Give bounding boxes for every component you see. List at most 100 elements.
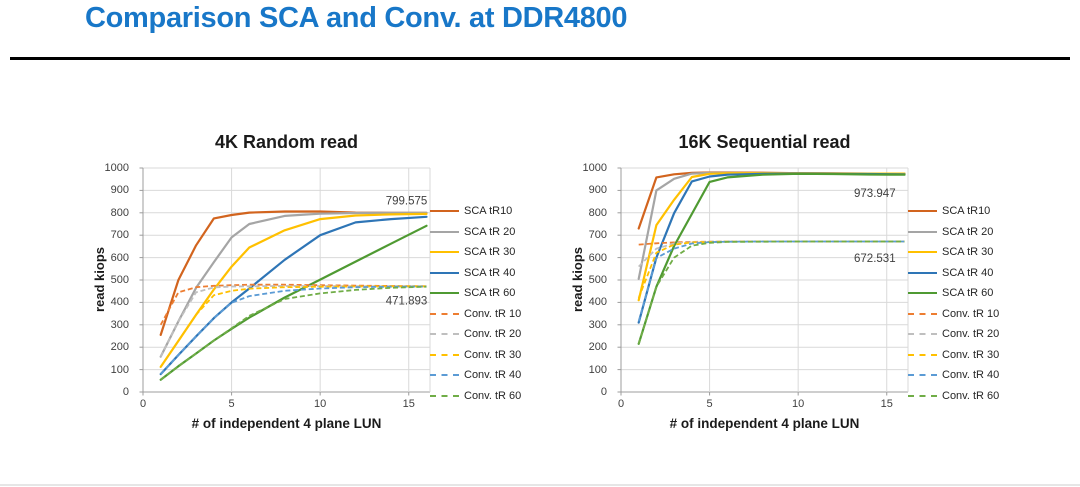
y-axis-ticks: 0 100 200 300 400 500 600 700 800 900 1000 (563, 162, 615, 398)
chart-title: 4K Random read (214, 132, 359, 152)
x-tick-label: 15 (880, 398, 893, 410)
series-line-sca-tr-20 (159, 211, 428, 358)
data-label: 471.893 (386, 296, 428, 308)
legend-line-sample (908, 374, 937, 377)
legend-item-sca-tr-60: SCA tR 60 (430, 283, 521, 304)
legend-item-conv-tr-40: Conv. tR 40 (908, 365, 999, 386)
legend-line-sample (430, 333, 459, 336)
x-axis-title: # of independent 4 plane LUN (191, 416, 382, 431)
legend-line-sample (430, 394, 459, 397)
legend-label: Conv. tR 60 (942, 389, 1000, 402)
y-tick-label: 0 (122, 386, 129, 398)
legend-label: Conv. tR 30 (464, 348, 522, 361)
data-label: 973.947 (854, 188, 896, 200)
y-tick-label: 200 (110, 341, 129, 354)
legend: SCA tR10 SCA tR 20 SCA tR 30 SCA tR 40 SCA t… (908, 201, 999, 406)
y-tick-label: 100 (588, 363, 607, 376)
y-tick-label: 100 (110, 363, 129, 376)
legend-label: SCA tR 40 (942, 266, 994, 279)
legend-item-conv-tr-30: Conv. tR 30 (430, 345, 521, 366)
legend-label: Conv. tR 40 (942, 369, 1000, 382)
legend-item-sca-tr-40: SCA tR 40 (908, 263, 999, 284)
legend-label: SCA tR 40 (464, 266, 516, 279)
y-tick-label: 300 (110, 318, 129, 331)
chart-title: 16K Sequential read (678, 132, 851, 152)
legend-item-sca-tr-30: SCA tR 30 (908, 242, 999, 263)
y-tick-label: 200 (588, 341, 607, 354)
legend-line-sample (908, 394, 937, 397)
y-tick-label: 600 (588, 251, 607, 264)
legend-line-sample (430, 353, 459, 356)
x-tick-label: 0 (617, 398, 625, 410)
x-tick-label: 10 (314, 398, 327, 410)
y-tick-label: 500 (110, 274, 129, 286)
series-line-conv-tr-30 (637, 240, 905, 299)
y-tick-label: 700 (110, 229, 129, 242)
bottom-rule (0, 484, 1080, 486)
legend-item-sca-tr10: SCA tR10 (908, 201, 999, 222)
legend-item-conv-tr-60: Conv. tR 60 (908, 386, 999, 407)
legend-line-sample (430, 251, 459, 254)
legend-item-conv-tr-30: Conv. tR 30 (908, 345, 999, 366)
y-tick-label: 500 (588, 274, 607, 286)
x-tick-label: 5 (228, 398, 235, 410)
series-line-conv-tr-60 (160, 285, 427, 381)
legend-label: Conv. tR 30 (942, 348, 1000, 361)
legend-label: Conv. tR 20 (942, 328, 1000, 341)
legend-label: SCA tR 20 (942, 225, 994, 238)
chart-4k-random-read: 4K Random read read kiops 799.575 471.893… (85, 130, 565, 470)
legend-label: Conv. tR 40 (464, 369, 522, 382)
y-tick-label: 400 (110, 296, 129, 309)
legend-line-sample (908, 230, 937, 233)
legend-label: SCA tR 30 (464, 246, 516, 259)
x-tick-label: 5 (706, 398, 713, 410)
legend-label: SCA tR 60 (464, 287, 516, 300)
x-axis-ticks: 0 5 10 15 (617, 396, 908, 410)
legend-label: Conv. tR 10 (464, 307, 522, 320)
slide-title: Comparison SCA and Conv. at DDR4800 (85, 2, 628, 34)
series-line-sca-tr10 (159, 210, 428, 336)
legend-label: SCA tR 30 (942, 246, 994, 259)
y-tick-label: 900 (588, 184, 607, 197)
x-tick-label: 10 (792, 398, 805, 410)
series-line-sca-tr-60 (159, 224, 428, 381)
legend-item-sca-tr-40: SCA tR 40 (430, 263, 521, 284)
legend-item-conv-tr-40: Conv. tR 40 (430, 365, 521, 386)
legend-label: SCA tR 20 (464, 225, 516, 238)
y-tick-label: 300 (588, 318, 607, 331)
y-tick-label: 900 (110, 184, 129, 197)
data-label: 672.531 (854, 253, 896, 265)
legend-item-sca-tr10: SCA tR10 (430, 201, 521, 222)
legend-item-conv-tr-10: Conv. tR 10 (908, 304, 999, 325)
y-tick-label: 1000 (582, 162, 607, 174)
legend-item-conv-tr-20: Conv. tR 20 (908, 324, 999, 345)
series-line-sca-tr-60 (637, 172, 906, 345)
legend-label: Conv. tR 60 (464, 389, 522, 402)
x-tick-label: 0 (139, 398, 147, 410)
legend-line-sample (908, 271, 937, 274)
title-underline-rule (10, 57, 1070, 60)
legend-line-sample (908, 292, 937, 295)
legend-item-conv-tr-20: Conv. tR 20 (430, 324, 521, 345)
y-axis-ticks: 0 100 200 300 400 500 600 700 800 900 1000 (85, 162, 137, 398)
plot-area: 799.575 471.893 (139, 167, 431, 396)
y-tick-label: 800 (588, 206, 607, 219)
chart-16k-sequential-read: 16K Sequential read read kiops 973.947 67… (563, 130, 1043, 470)
legend-label: Conv. tR 10 (942, 307, 1000, 320)
legend-label: SCA tR10 (464, 205, 513, 218)
y-tick-label: 400 (588, 296, 607, 309)
legend-line-sample (430, 210, 459, 213)
series-line-sca-tr-30 (159, 212, 428, 368)
series-line-conv-tr-60 (637, 240, 905, 345)
legend-line-sample (908, 251, 937, 254)
legend-line-sample (430, 374, 459, 377)
x-axis-title: # of independent 4 plane LUN (669, 416, 860, 431)
legend-line-sample (430, 271, 459, 274)
y-tick-label: 1000 (104, 162, 129, 174)
y-tick-label: 800 (110, 206, 129, 219)
legend-item-sca-tr-20: SCA tR 20 (430, 222, 521, 243)
legend-line-sample (430, 292, 459, 295)
legend-item-sca-tr-60: SCA tR 60 (908, 283, 999, 304)
plot-area: 973.947 672.531 (617, 167, 909, 396)
y-tick-label: 700 (588, 229, 607, 242)
